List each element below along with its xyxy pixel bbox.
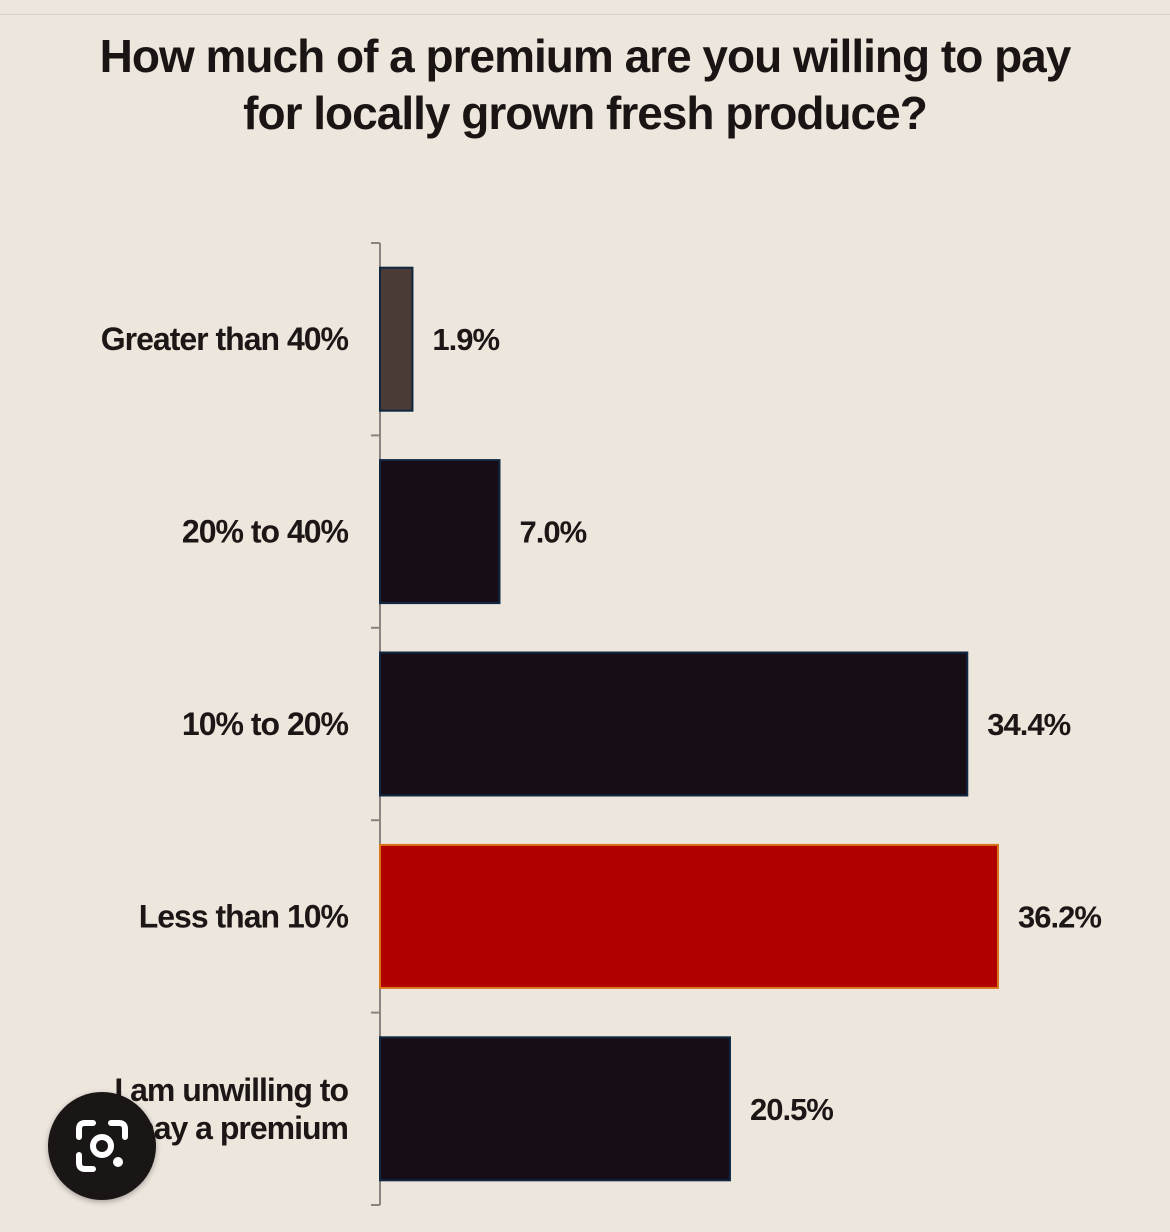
- bar-1: [379, 459, 501, 605]
- category-label-4: I am unwilling to pay a premium: [114, 1072, 348, 1146]
- category-label-3: Less than 10%: [139, 898, 349, 934]
- lens-camera-icon: [76, 1120, 128, 1172]
- bar-4: [379, 1036, 731, 1182]
- bar-0: [379, 266, 414, 412]
- chart-title: How much of a premium are you willing to…: [99, 30, 1072, 139]
- bars-group: [379, 266, 999, 1182]
- labels-group: 1.9% Greater than 40% 7.0% 20% to 40% 34.4% 1…: [101, 321, 1103, 1146]
- bar-2: [379, 651, 969, 797]
- value-label-3: 36.2%: [1018, 899, 1101, 934]
- value-label-2: 34.4%: [987, 707, 1070, 742]
- value-label-0: 1.9%: [432, 322, 499, 357]
- y-axis: [371, 242, 381, 1206]
- bar-3: [379, 843, 999, 989]
- category-label-0: Greater than 40%: [101, 321, 349, 357]
- value-label-1: 7.0%: [520, 515, 587, 550]
- category-label-2: 10% to 20%: [182, 706, 349, 742]
- category-label-1: 20% to 40%: [182, 514, 349, 550]
- value-label-4: 20.5%: [750, 1092, 833, 1127]
- top-divider: [0, 14, 1170, 15]
- lens-search-button[interactable]: [48, 1092, 156, 1200]
